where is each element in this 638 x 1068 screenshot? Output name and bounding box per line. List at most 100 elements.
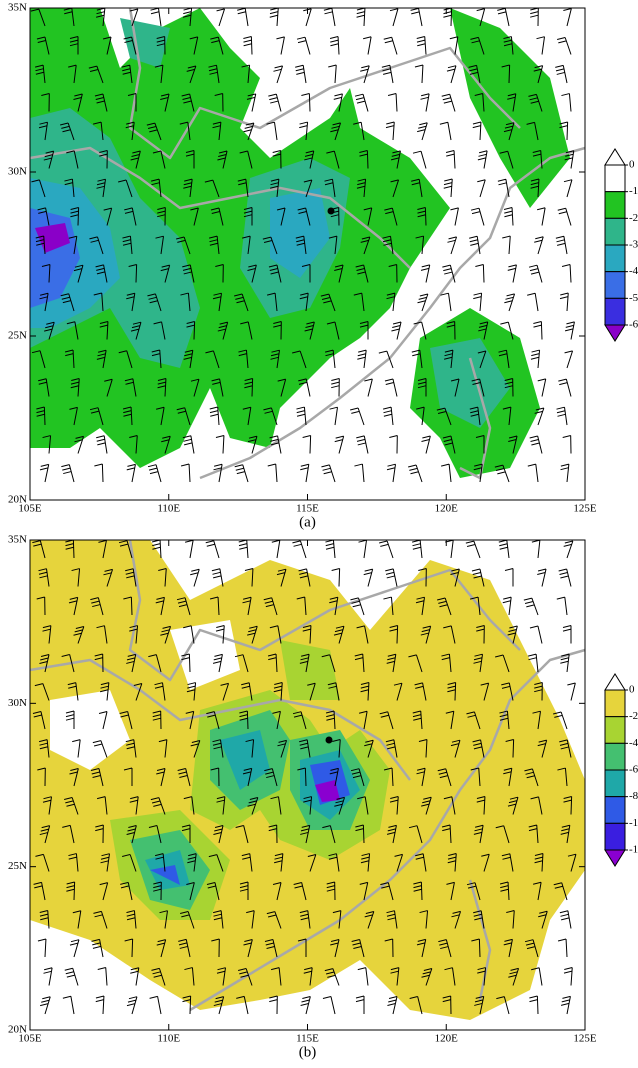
wind-barb bbox=[528, 824, 539, 844]
wind-barb bbox=[88, 65, 104, 84]
wind-barb bbox=[205, 540, 220, 559]
wind-barb bbox=[451, 910, 462, 929]
wind-barb bbox=[239, 710, 249, 730]
wind-barb bbox=[234, 293, 249, 312]
wind-barb bbox=[298, 378, 311, 397]
wind-barb bbox=[329, 596, 339, 616]
wind-barb bbox=[442, 264, 456, 283]
wind-barb bbox=[555, 64, 568, 84]
wind-barb bbox=[212, 739, 224, 758]
wind-barb bbox=[243, 939, 253, 958]
wind-barb bbox=[153, 881, 162, 901]
wind-barb bbox=[118, 179, 133, 198]
colorbar-label: -100 bbox=[629, 817, 638, 829]
wind-barb bbox=[269, 7, 279, 27]
wind-barb bbox=[477, 350, 487, 369]
wind-barb bbox=[35, 853, 50, 872]
wind-barb bbox=[215, 264, 224, 283]
wind-barb bbox=[65, 539, 75, 559]
wind-barb bbox=[443, 7, 453, 27]
lat-tick-label: 25N bbox=[8, 330, 27, 342]
wind-barb bbox=[122, 406, 133, 426]
wind-barb bbox=[96, 796, 108, 815]
wind-barb bbox=[563, 179, 573, 198]
wind-barb bbox=[481, 853, 490, 872]
wind-barb bbox=[98, 539, 107, 559]
wind-barb bbox=[122, 235, 133, 255]
wind-barb bbox=[564, 350, 574, 369]
wind-barb bbox=[245, 739, 255, 758]
wind-barb bbox=[411, 349, 423, 369]
wind-barb bbox=[442, 995, 452, 1015]
wind-barb bbox=[505, 739, 515, 758]
wind-barb bbox=[182, 995, 192, 1015]
wind-barb bbox=[186, 682, 197, 701]
wind-barb bbox=[205, 350, 220, 369]
wind-barb bbox=[553, 711, 568, 730]
wind-barb bbox=[526, 121, 539, 141]
wind-barb bbox=[181, 824, 191, 843]
wind-barb bbox=[32, 710, 46, 730]
wind-barb bbox=[563, 796, 573, 815]
wind-barb bbox=[92, 740, 108, 758]
wind-barb bbox=[450, 378, 460, 397]
wind-barb bbox=[420, 625, 432, 644]
contour-fill bbox=[30, 8, 450, 468]
panel-label: (b) bbox=[299, 1044, 317, 1060]
wind-barb bbox=[185, 150, 195, 169]
wind-barb bbox=[177, 768, 191, 787]
wind-barb bbox=[267, 653, 278, 673]
wind-barb bbox=[442, 435, 456, 454]
wind-barb bbox=[182, 435, 195, 454]
wind-barb bbox=[69, 768, 79, 787]
colorbar-segment bbox=[604, 742, 626, 771]
wind-barb bbox=[440, 463, 452, 483]
wind-barb bbox=[96, 625, 108, 644]
wind-barb bbox=[533, 65, 544, 84]
wind-barb bbox=[69, 939, 80, 958]
wind-barb bbox=[156, 406, 165, 426]
wind-barb bbox=[35, 235, 46, 255]
wind-barb bbox=[209, 406, 220, 426]
wind-barb bbox=[39, 463, 50, 483]
wind-barb bbox=[89, 236, 104, 255]
wind-barb bbox=[333, 93, 343, 112]
wind-barb bbox=[31, 350, 46, 369]
wind-barb bbox=[124, 938, 134, 958]
wind-barb bbox=[419, 910, 429, 929]
wind-barb bbox=[359, 881, 369, 901]
wind-barb bbox=[244, 378, 254, 397]
wind-barb bbox=[263, 407, 278, 426]
colorbar-end bbox=[604, 849, 626, 867]
wind-barb bbox=[42, 435, 52, 454]
wind-barb bbox=[498, 539, 510, 559]
wind-barb bbox=[416, 36, 427, 55]
wind-barb bbox=[443, 178, 453, 198]
wind-barb bbox=[390, 150, 401, 169]
colorbar-segment bbox=[604, 191, 626, 219]
colorbar-end bbox=[604, 148, 626, 166]
wind-barb bbox=[355, 824, 365, 844]
wind-barb bbox=[536, 36, 546, 55]
wind-barb bbox=[124, 207, 137, 226]
wind-barb bbox=[350, 407, 365, 426]
wind-barb bbox=[477, 150, 488, 169]
wind-barb bbox=[68, 64, 77, 84]
wind-barb bbox=[363, 568, 374, 587]
map-panel bbox=[29, 539, 586, 1030]
wind-barb bbox=[356, 625, 369, 644]
wind-barb bbox=[530, 349, 541, 369]
wind-barb bbox=[295, 64, 307, 84]
wind-barb bbox=[296, 36, 311, 55]
wind-barb bbox=[476, 796, 486, 815]
wind-barb bbox=[386, 463, 397, 483]
wind-barb bbox=[151, 539, 162, 559]
wind-barb bbox=[189, 36, 199, 55]
wind-barb bbox=[415, 596, 426, 616]
wind-barb bbox=[420, 264, 431, 283]
wind-barb bbox=[66, 150, 79, 169]
wind-barb bbox=[507, 625, 518, 644]
wind-barb bbox=[439, 121, 452, 141]
wind-barb bbox=[469, 235, 481, 255]
wind-barb bbox=[299, 653, 310, 673]
